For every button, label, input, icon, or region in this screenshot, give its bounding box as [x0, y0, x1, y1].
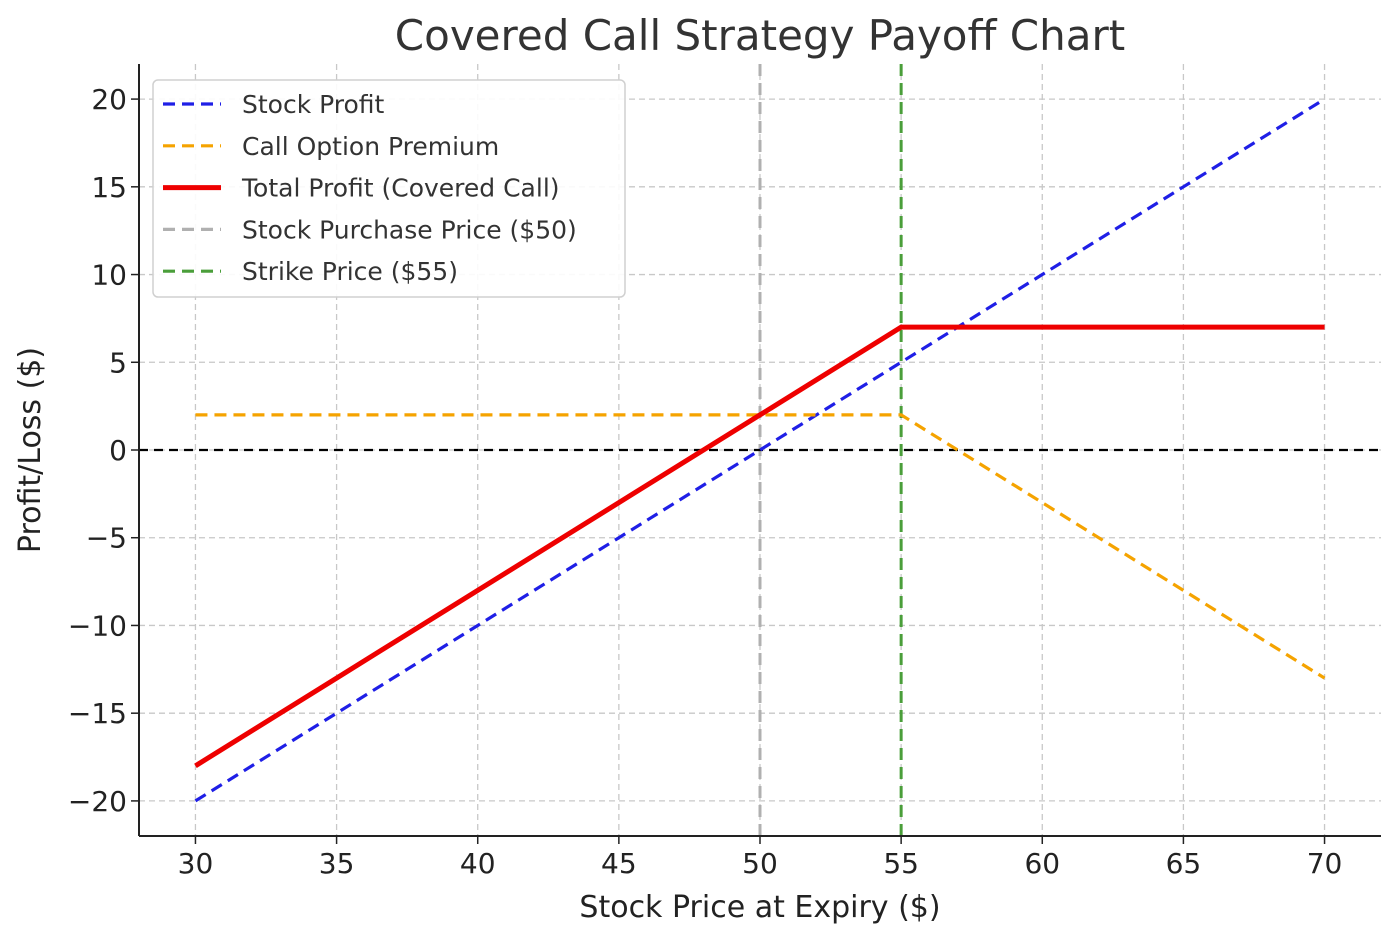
legend-label: Stock Profit: [242, 90, 385, 119]
y-tick-label: 0: [109, 434, 127, 467]
legend-label: Strike Price ($55): [242, 257, 458, 286]
reference-lines: [139, 64, 1381, 836]
x-tick-label: 70: [1307, 847, 1343, 880]
y-ticks: −20 −15 −10 −5 0 5 10 15 20: [68, 83, 139, 818]
x-tick-label: 45: [601, 847, 637, 880]
x-tick-label: 40: [460, 847, 496, 880]
y-tick-label: −10: [68, 609, 127, 642]
series-lines: [194, 97, 1326, 803]
series-line-total-profit-covered-call: [194, 324, 1325, 768]
series-line-stock-profit: [194, 97, 1326, 803]
y-tick-label: −20: [68, 785, 127, 818]
legend-label: Total Profit (Covered Call): [241, 174, 560, 203]
legend-box: [152, 79, 626, 298]
legend: Stock Profit Call Option Premium Total Pro…: [152, 79, 626, 298]
x-tick-label: 60: [1024, 847, 1060, 880]
x-tick-label: 65: [1166, 847, 1202, 880]
y-tick-label: 20: [91, 83, 127, 116]
x-axis-label: Stock Price at Expiry ($): [579, 890, 940, 925]
legend-label: Call Option Premium: [242, 132, 499, 161]
legend-items: Stock Profit Call Option Premium Total Pro…: [163, 90, 577, 286]
legend-label: Stock Purchase Price ($50): [242, 215, 577, 244]
y-tick-label: −5: [86, 522, 127, 555]
y-axis-label: Profit/Loss ($): [13, 347, 48, 553]
y-tick-label: 10: [91, 259, 127, 292]
y-tick-label: 15: [91, 171, 127, 204]
x-tick-label: 30: [178, 847, 214, 880]
chart-title: Covered Call Strategy Payoff Chart: [395, 11, 1125, 60]
y-tick-label: 5: [109, 346, 127, 379]
x-tick-label: 50: [742, 847, 778, 880]
x-ticks: 30 35 40 45 50 55 60 65 70: [178, 836, 1343, 880]
y-tick-label: −15: [68, 697, 127, 730]
x-tick-label: 35: [319, 847, 355, 880]
x-tick-label: 55: [883, 847, 919, 880]
